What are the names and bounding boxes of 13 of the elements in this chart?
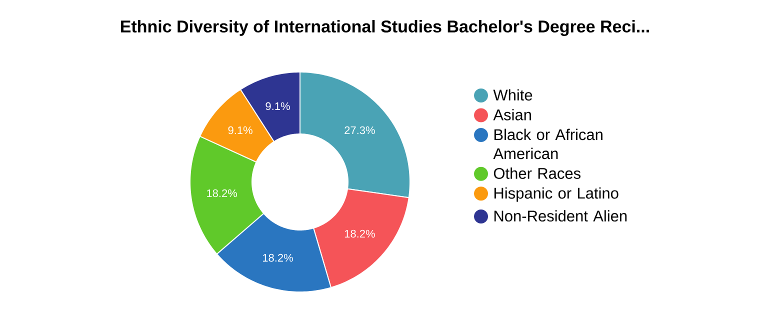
data-label: 18.2% <box>207 189 238 198</box>
legend-label: Hispanic or Latino <box>494 187 618 202</box>
data-label: 27.3% <box>344 126 375 134</box>
legend-label: Black or African American <box>493 128 602 160</box>
data-label: 9.1% <box>266 102 290 110</box>
data-label: 9.1% <box>228 126 252 134</box>
legend-label: Other Races <box>494 168 580 179</box>
legend-label: White <box>493 89 532 101</box>
legend-label: Non-Resident Alien <box>494 210 627 222</box>
data-label: 18.2% <box>344 230 375 238</box>
legend-label: Asian <box>493 108 531 120</box>
data-label: 18.2% <box>262 254 293 262</box>
chart-title: Ethnic Diversity of International Studies Bachelor's Degree Reci... <box>121 20 649 36</box>
